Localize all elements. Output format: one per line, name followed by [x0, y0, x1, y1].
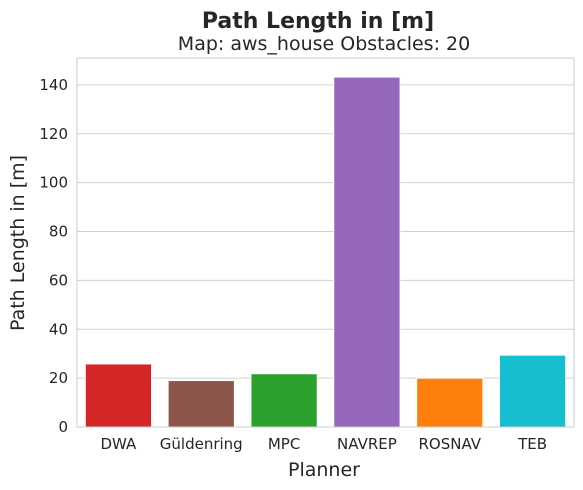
y-tick-label: 40 — [49, 320, 68, 338]
y-tick-label: 100 — [39, 174, 68, 192]
y-tick-label: 60 — [49, 271, 68, 289]
y-axis-label: Path Length in [m] — [7, 155, 29, 331]
plot-frame — [76, 57, 575, 428]
bar — [167, 380, 235, 428]
chart-subtitle: Map: aws_house Obstacles: 20 — [178, 33, 470, 55]
bar — [250, 373, 318, 428]
y-tick-label: 80 — [49, 223, 68, 241]
y-axis-ticks: 0 20 40 60 80 100 120 140 — [39, 76, 68, 436]
x-tick-label: TEB — [517, 435, 547, 453]
x-tick-label: NAVREP — [337, 435, 397, 453]
bar — [498, 354, 567, 428]
x-tick-label: Güldenring — [160, 435, 243, 453]
gridlines — [77, 84, 574, 428]
bar — [84, 363, 153, 428]
bar — [333, 76, 401, 428]
y-tick-label: 0 — [58, 418, 68, 436]
y-tick-label: 20 — [49, 369, 68, 387]
y-tick-label: 120 — [39, 125, 68, 143]
bars — [84, 76, 567, 428]
y-tick-label: 140 — [39, 76, 68, 94]
x-tick-label: DWA — [101, 435, 138, 453]
x-tick-label: MPC — [268, 435, 300, 453]
x-tick-label: ROSNAV — [418, 435, 481, 453]
chart-title: Path Length in [m] — [202, 9, 434, 34]
x-axis-label: Planner — [288, 459, 360, 481]
bar — [416, 377, 484, 428]
x-axis-ticks: DWA Güldenring MPC NAVREP ROSNAV TEB — [101, 435, 548, 453]
